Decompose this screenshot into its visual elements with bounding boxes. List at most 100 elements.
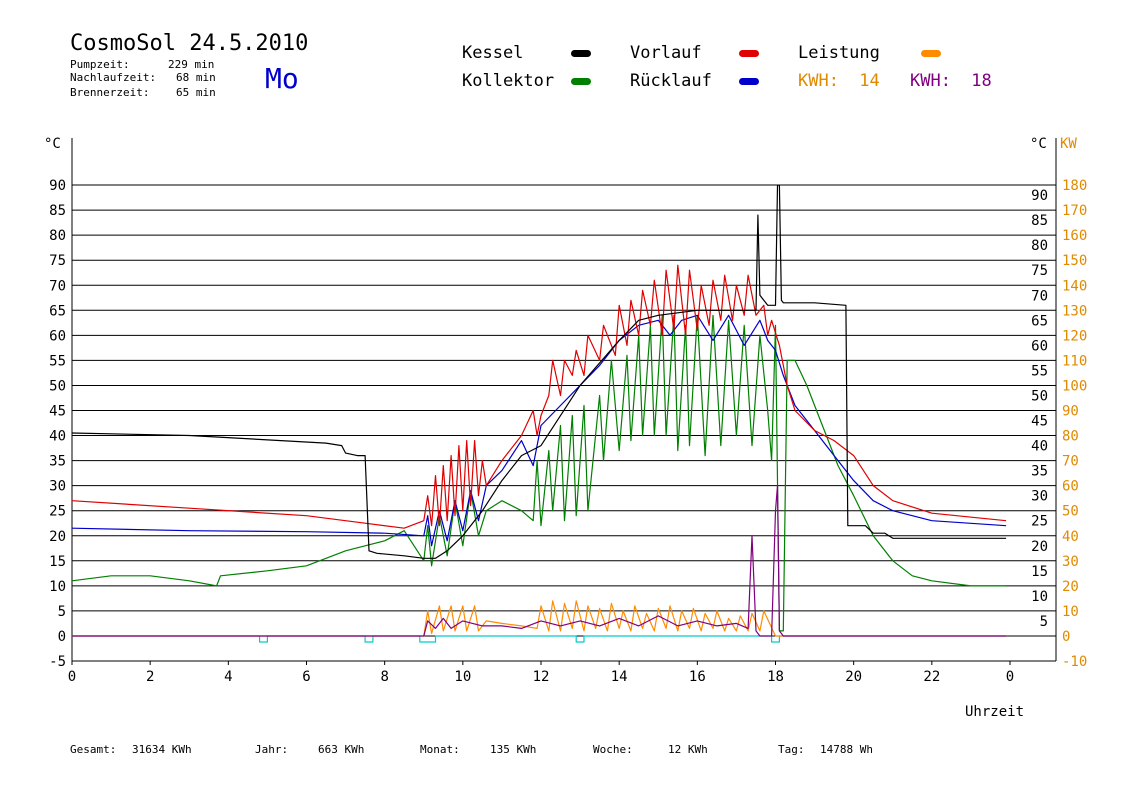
- x-tick-label: 0: [68, 669, 76, 685]
- footer-label: Jahr:: [255, 743, 288, 756]
- y-tick-label-right: 30: [1031, 489, 1048, 505]
- kwh-purple: KWH: 18: [910, 71, 992, 91]
- y-tick-label-power: 120: [1062, 328, 1087, 344]
- y-ticks-right-power: -10 0 10 20 30 40 50 60 70 80 90 100 110 120 130 140 150…: [1062, 178, 1087, 670]
- x-tick-label: 4: [224, 669, 232, 685]
- footer-label: Monat:: [420, 743, 460, 756]
- x-tick-label: 16: [689, 669, 706, 685]
- y-tick-label-power: -10: [1062, 654, 1087, 670]
- footer-value: 12 KWh: [668, 743, 708, 756]
- footer-value: 14788 Wh: [820, 743, 873, 756]
- stat-label: Pumpzeit:: [70, 58, 130, 71]
- y-tick-label-power: 70: [1062, 454, 1079, 470]
- y-ticks-left: -5 0 5 10 15 20 25 30 35 40 45 50 55 60 65 70 75 80 85 90: [49, 178, 66, 670]
- series-line-r-cklauf: [71, 314, 1007, 547]
- y-tick-label-power: 170: [1062, 203, 1087, 219]
- y-tick-label-power: 130: [1062, 303, 1087, 319]
- legend: Kessel Vorlauf Leistung Kollektor Rückla…: [462, 43, 992, 91]
- stat-value: 68 min: [176, 71, 216, 84]
- y-tick-label-power: 20: [1062, 579, 1079, 595]
- series-line-leistung: [72, 600, 1007, 637]
- footer-label: Tag:: [778, 743, 805, 756]
- y-tick-label: -5: [49, 654, 66, 670]
- y-tick-label: 15: [49, 554, 66, 570]
- kwh-orange-value: 14: [859, 71, 879, 91]
- y-tick-label-power: 10: [1062, 604, 1079, 620]
- x-ticks: 0 2 4 6 8 10 12 14 16 18 20 22 0: [68, 661, 1014, 685]
- kwh-orange: KWH: 14: [798, 71, 880, 91]
- y-tick-label-right: 45: [1031, 414, 1048, 430]
- y-tick-label-right: 50: [1031, 388, 1048, 404]
- footer-value: 31634 KWh: [132, 743, 192, 756]
- y-tick-label-power: 40: [1062, 529, 1079, 545]
- y-tick-label-right: 65: [1031, 313, 1048, 329]
- y-tick-label-right: 20: [1031, 539, 1048, 555]
- y-tick-label: 80: [49, 228, 66, 244]
- y-axis-unit-right-celsius: °C: [1030, 136, 1047, 152]
- y-tick-label-power: 140: [1062, 278, 1087, 294]
- y-tick-label: 75: [49, 253, 66, 269]
- x-tick-label: 12: [533, 669, 550, 685]
- footer-value: 663 KWh: [318, 743, 364, 756]
- y-tick-label-right: 90: [1031, 188, 1048, 204]
- x-tick-label: 0: [1006, 669, 1014, 685]
- y-tick-label-right: 35: [1031, 464, 1048, 480]
- x-tick-label: 10: [454, 669, 471, 685]
- y-tick-label-power: 180: [1062, 178, 1087, 194]
- y-tick-label-right: 75: [1031, 263, 1048, 279]
- y-tick-label-right: 70: [1031, 288, 1048, 304]
- legend-swatch-kollektor: [571, 78, 591, 85]
- x-tick-label: 2: [146, 669, 154, 685]
- stat-value: 229 min: [168, 58, 214, 71]
- footer-label: Woche:: [593, 743, 633, 756]
- legend-label-vorlauf: Vorlauf: [630, 43, 702, 63]
- x-tick-label: 6: [302, 669, 310, 685]
- series-lines: [71, 184, 1007, 643]
- y-tick-label-right: 55: [1031, 363, 1048, 379]
- legend-swatch-vorlauf: [739, 50, 759, 57]
- footer-label: Gesamt:: [70, 743, 116, 756]
- y-ticks-right-celsius: 5 10 15 20 25 30 35 40 45 50 55 60 65 70 75 80 85 90: [1031, 188, 1048, 630]
- y-tick-label-right: 15: [1031, 564, 1048, 580]
- footer-totals: Gesamt: 31634 KWh Jahr: 663 KWh Monat: 1…: [70, 743, 873, 756]
- series-line-pumpe: [72, 635, 1007, 643]
- x-axis-label: Uhrzeit: [965, 704, 1024, 720]
- y-tick-label-power: 80: [1062, 429, 1079, 445]
- y-tick-label-right: 25: [1031, 514, 1048, 530]
- y-tick-label-power: 0: [1062, 629, 1070, 645]
- y-tick-label-power: 90: [1062, 404, 1079, 420]
- y-tick-label: 40: [49, 429, 66, 445]
- y-tick-label-right: 85: [1031, 213, 1048, 229]
- series-line-vorlauf: [71, 264, 1007, 529]
- kwh-purple-label: KWH:: [910, 71, 951, 91]
- grid: [71, 138, 1057, 662]
- stat-label: Brennerzeit:: [70, 86, 149, 99]
- y-tick-label: 5: [58, 604, 66, 620]
- y-axis-unit-right-power: KW: [1060, 136, 1077, 152]
- y-tick-label: 45: [49, 404, 66, 420]
- y-tick-label-power: 160: [1062, 228, 1087, 244]
- y-tick-label: 70: [49, 278, 66, 294]
- legend-label-kollektor: Kollektor: [462, 71, 554, 91]
- legend-swatch-kessel: [571, 50, 591, 57]
- footer-value: 135 KWh: [490, 743, 536, 756]
- series-line-kessel: [71, 184, 1007, 559]
- y-tick-label: 65: [49, 303, 66, 319]
- x-tick-label: 20: [845, 669, 862, 685]
- y-tick-label: 85: [49, 203, 66, 219]
- kwh-orange-label: KWH:: [798, 71, 839, 91]
- y-tick-label-power: 30: [1062, 554, 1079, 570]
- y-tick-label: 60: [49, 328, 66, 344]
- weekday-label: Mo: [265, 62, 299, 95]
- legend-swatch-leistung: [921, 50, 941, 57]
- y-tick-label-right: 60: [1031, 338, 1048, 354]
- y-tick-label-power: 60: [1062, 479, 1079, 495]
- y-tick-label: 30: [49, 479, 66, 495]
- legend-label-ruecklauf: Rücklauf: [630, 71, 712, 91]
- y-tick-label-power: 110: [1062, 353, 1087, 369]
- y-tick-label: 90: [49, 178, 66, 194]
- x-tick-label: 18: [767, 669, 784, 685]
- x-tick-label: 14: [611, 669, 628, 685]
- runtime-stats: Pumpzeit: 229 min Nachlaufzeit: 68 min B…: [70, 58, 216, 99]
